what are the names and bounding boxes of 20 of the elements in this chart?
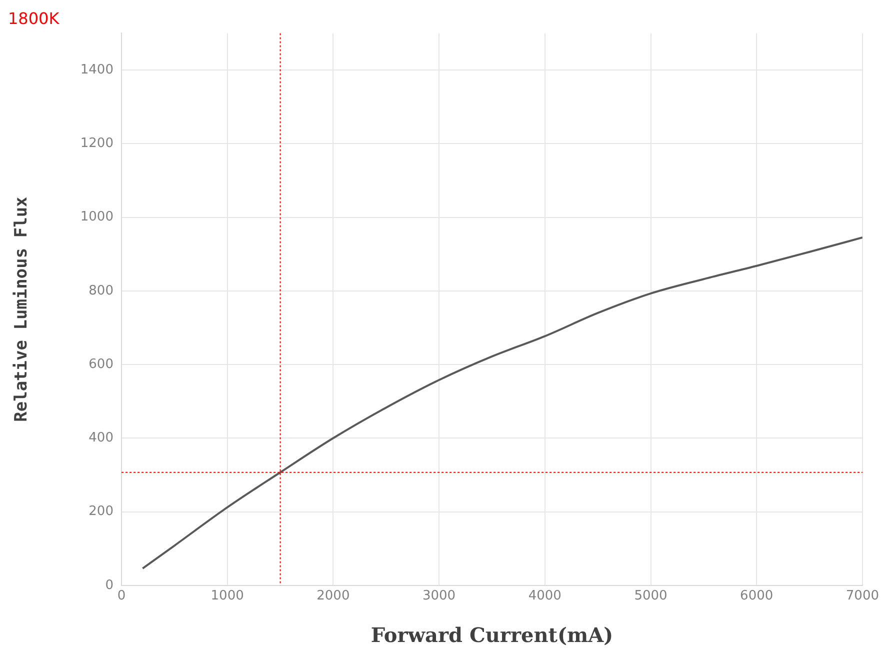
y-tick-label: 1200 [80,136,114,152]
x-tick-label: 2000 [316,588,350,604]
chart-title: 1800K [8,8,60,28]
x-tick-label: 6000 [740,588,774,604]
y-axis-title: Relative Luminous Flux [12,196,32,422]
line-series [142,236,862,570]
y-tick-label: 400 [88,430,114,446]
y-tick-label: 600 [88,356,114,372]
y-tick-label: 1000 [80,210,114,225]
x-tick-label: 1000 [210,588,244,604]
x-axis-title: Forward Current(mA) [370,623,614,648]
y-tick-label: 1400 [80,62,114,78]
y-tick-label: 0 [105,578,114,593]
x-tick-label: 3000 [422,588,456,604]
y-tick-label: 200 [88,504,114,520]
x-tick-label: 7000 [846,588,880,604]
x-tick-label: 4000 [528,588,562,604]
x-tick-label: 5000 [634,588,668,604]
x-tick-label: 0 [117,588,126,604]
y-tick-label: 800 [88,283,114,298]
